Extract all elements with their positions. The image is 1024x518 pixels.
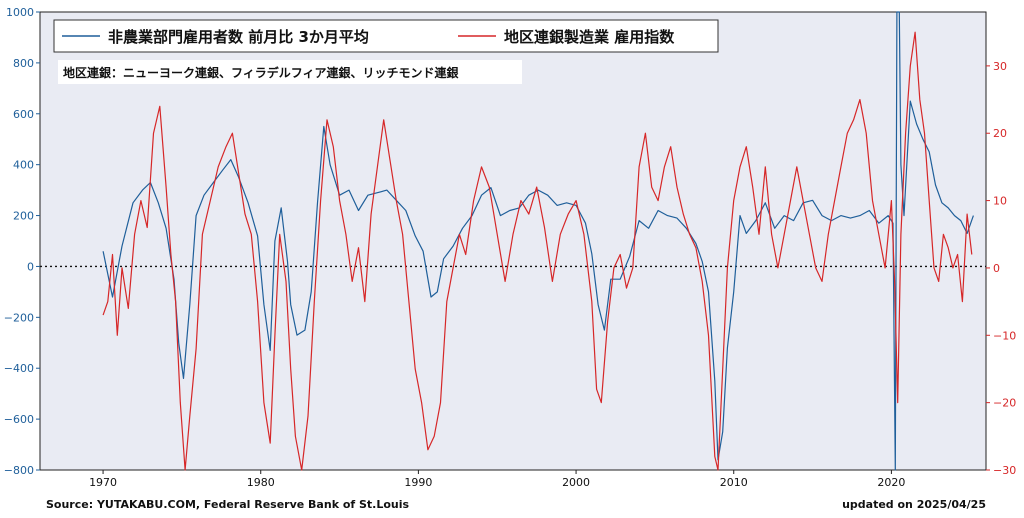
legend: 非農業部門雇用者数 前月比 3か月平均 地区連銀製造業 雇用指数 xyxy=(53,19,719,53)
right-tick-label: −10 xyxy=(993,329,1016,342)
series-line-employment xyxy=(102,11,974,471)
series-layer xyxy=(102,11,974,471)
annotation-text: 地区連銀：ニューヨーク連銀、フィラデルフィア連銀、リッチモンド連銀 xyxy=(63,65,459,80)
left-tick-label: 400 xyxy=(13,159,34,172)
legend-label-fed-index: 地区連銀製造業 雇用指数 xyxy=(504,28,675,46)
left-tick-label: 1000 xyxy=(6,6,34,19)
left-tick-label: −600 xyxy=(4,413,34,426)
left-tick-label: 200 xyxy=(13,210,34,223)
x-tick-label: 2000 xyxy=(562,476,590,489)
left-tick-label: −200 xyxy=(4,311,34,324)
right-tick-label: 10 xyxy=(993,195,1007,208)
x-tick-label: 2020 xyxy=(877,476,905,489)
right-tick-label: 30 xyxy=(993,60,1007,73)
left-tick-label: 800 xyxy=(13,57,34,70)
right-tick-label: −20 xyxy=(993,397,1016,410)
right-tick-label: 20 xyxy=(993,127,1007,140)
left-tick-label: 600 xyxy=(13,108,34,121)
legend-box xyxy=(53,19,719,53)
left-axis: −800 −600 −400 −200 0 200 400 600 800 1000 xyxy=(4,6,40,477)
left-tick-label: −800 xyxy=(4,464,34,477)
x-axis: 1970 1980 1990 2000 2010 2020 xyxy=(89,470,905,489)
right-axis: −30 −20 −10 0 10 20 30 xyxy=(986,60,1016,477)
x-tick-label: 1970 xyxy=(89,476,117,489)
x-tick-label: 1980 xyxy=(247,476,275,489)
left-tick-label: 0 xyxy=(27,260,34,273)
series-line-fed-index xyxy=(102,31,973,471)
plot-area xyxy=(39,11,987,471)
right-tick-label: 0 xyxy=(993,262,1000,275)
legend-label-employment: 非農業部門雇用者数 前月比 3か月平均 xyxy=(108,28,369,46)
x-tick-label: 1990 xyxy=(404,476,432,489)
right-tick-label: −30 xyxy=(993,464,1016,477)
updated-text: updated on 2025/04/25 xyxy=(842,498,986,511)
left-tick-label: −400 xyxy=(4,362,34,375)
x-tick-label: 2010 xyxy=(720,476,748,489)
annotation-box xyxy=(58,60,522,84)
source-text: Source: YUTAKABU.COM, Federal Reserve Ba… xyxy=(46,498,410,511)
